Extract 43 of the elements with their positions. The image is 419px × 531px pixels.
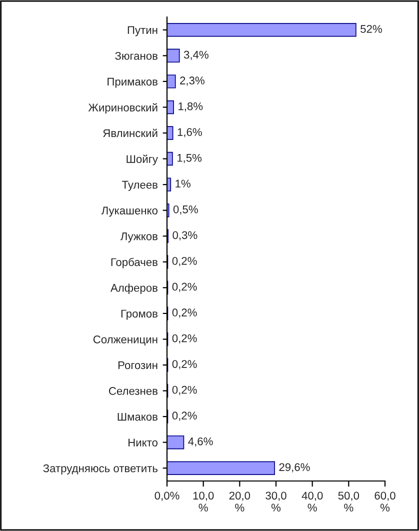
data-label: 3,4% [184,50,208,60]
y-tick-label: Селезнев [108,387,158,395]
data-label: 0,2% [172,412,197,421]
y-tick-label: Примаков [108,78,158,88]
data-label: 0,5% [173,205,198,215]
y-tick-label: Жириновский [88,103,158,114]
y-tick-label: Громов [121,310,158,320]
y-tick-label: Шмаков [118,412,158,421]
data-label: 0,3% [172,231,198,240]
data-label: 4,6% [188,437,213,447]
data-label: 29,6% [279,463,310,472]
data-label: 0,2% [172,282,197,292]
y-tick-label: Никто [128,438,158,446]
x-tick-label: 40,0 % [302,492,323,512]
data-label: 1,6% [178,128,202,138]
x-tick-label: 30,0 % [266,492,286,512]
y-tick-label: Алферов [110,284,158,294]
y-tick-label: Тулеев [122,180,158,191]
x-tick-label: 10,0 % [193,492,214,512]
y-tick-label: Зюганов [115,52,158,60]
y-tick-label: Солженицин [93,335,158,346]
data-label: 0,2% [172,257,197,266]
data-label: 52% [360,25,382,33]
y-tick-label: Путин [128,26,158,36]
y-tick-label: Рогозин [118,361,158,370]
y-tick-label: Лужков [120,232,158,242]
data-label: 0,2% [172,334,197,344]
x-tick-label: 0,0% [154,492,180,501]
x-tick-label: 20,0 % [229,492,250,512]
y-tick-label: Горбачев [111,258,158,268]
y-tick-label: Шойгу [126,154,158,166]
data-label: 1,8% [178,102,203,112]
y-tick-label: Затрудняюсь ответить [43,464,158,474]
data-label: 0,2% [172,360,197,370]
x-tick-label: 60,0 % [374,492,396,512]
data-label: 2,3% [180,76,204,86]
data-label: 1,5% [177,154,202,164]
y-tick-label: Явлинский [103,128,158,138]
y-tick-label: Лукашенко [101,206,158,217]
x-tick-label: 50,0 % [338,492,360,512]
data-label: 0,2% [172,386,197,396]
data-label: 1% [176,180,190,188]
data-label: 0,2% [172,308,197,318]
